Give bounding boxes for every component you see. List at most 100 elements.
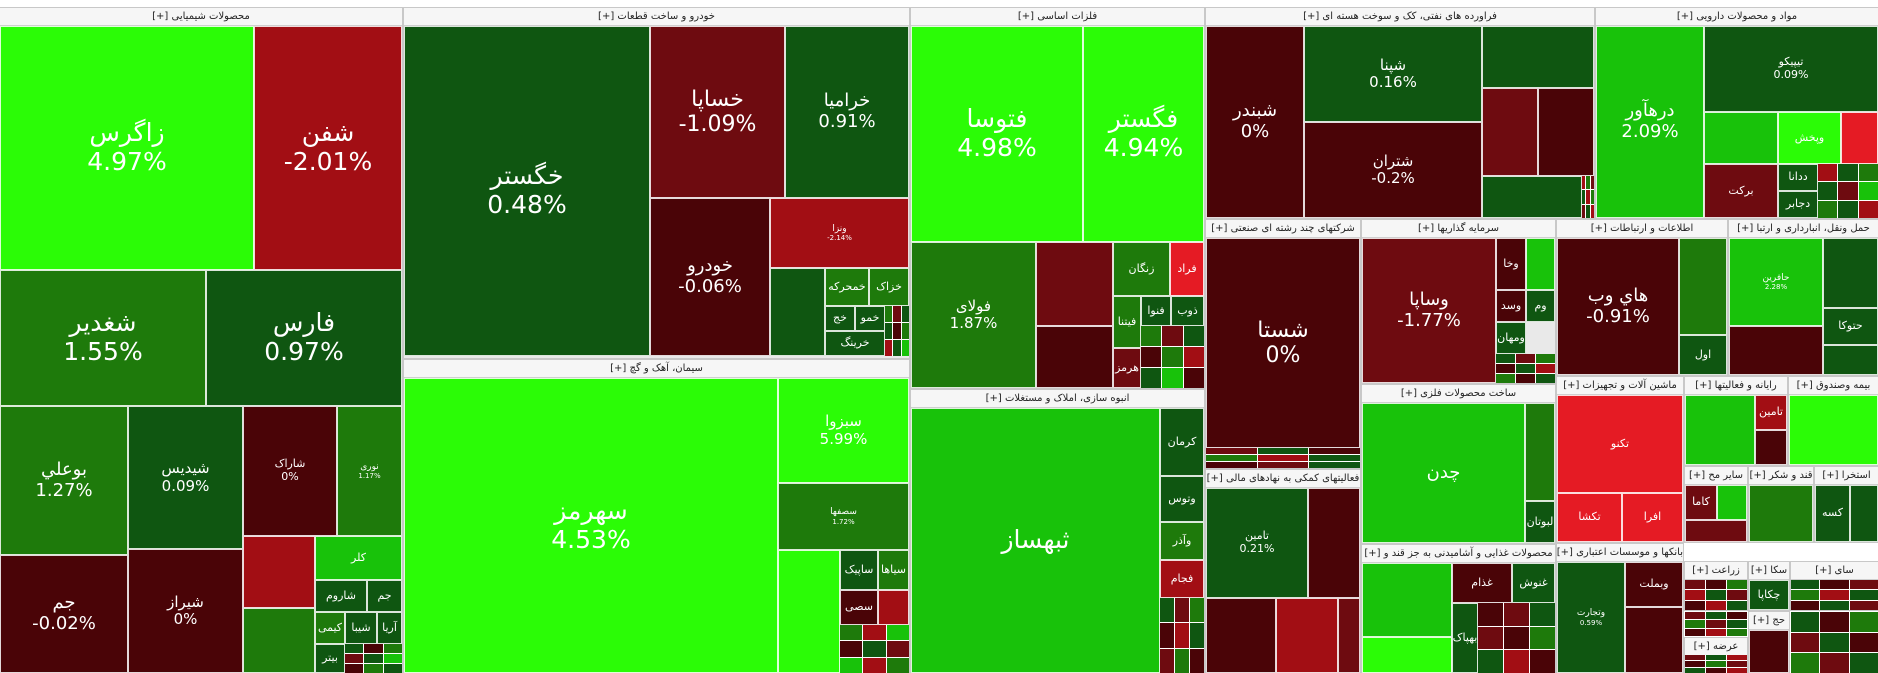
tile-bank-small-1[interactable] (1625, 607, 1683, 673)
tile-fajam[interactable]: چدن (1362, 403, 1525, 543)
sector-header[interactable]: حج [+] (1749, 612, 1789, 630)
tile-khring[interactable]: خرینگ (825, 331, 885, 356)
tile-chadan[interactable]: لبوتان (1525, 501, 1555, 543)
tile-khamhreh[interactable]: خمحرکه (825, 268, 869, 306)
tile-tekshaa[interactable]: افرا (1622, 493, 1683, 542)
tile-eq-small-1[interactable] (1717, 485, 1747, 520)
tile-mining-small-1[interactable] (1850, 485, 1878, 542)
tile-vsapa[interactable]: وساپا -1.77% (1362, 238, 1496, 383)
tile-sharak[interactable]: شاراک 0% (243, 406, 337, 536)
tile-shefan[interactable]: شفن -2.01% (254, 26, 402, 270)
tile-sapik[interactable]: ساپیک (840, 550, 878, 590)
tile-vmhan[interactable]: ومهان (1496, 322, 1526, 354)
tile-vebmellat[interactable]: وبملت (1625, 562, 1683, 607)
tile-behpak[interactable]: بهپاک (1452, 603, 1478, 673)
tile-kaseh[interactable]: چکاپا (1749, 580, 1789, 610)
tile-cement-small-2[interactable] (878, 590, 909, 625)
tile-jam2[interactable]: جم (367, 580, 402, 612)
tile-auto-small-1[interactable] (770, 268, 825, 356)
tile-trans-small-2[interactable] (1729, 326, 1823, 375)
tile-fin-small-3[interactable] (1276, 598, 1338, 673)
sector-header[interactable]: سیمان، آهک و گچ [+] (404, 360, 909, 378)
tile-metal-small-2[interactable] (1036, 326, 1113, 388)
tile-fars[interactable]: فارس 0.97% (206, 270, 402, 406)
tile-fetna[interactable]: فیتنا (1113, 296, 1141, 348)
tile-sabzwa[interactable]: سبزوا 5.99% (778, 378, 909, 483)
tile-tabhsaz[interactable]: کرمان (1160, 408, 1204, 476)
tile-hormoz[interactable]: هرمز (1113, 348, 1141, 388)
sector-header[interactable]: شرکتهای چند رشته ای صنعتی [+] (1206, 220, 1360, 238)
tile-kama[interactable]: کسه (1815, 485, 1850, 542)
tile-food-small-1[interactable] (1362, 563, 1452, 637)
tile-afra[interactable]: تامین (1755, 395, 1787, 430)
tile-lobutan[interactable]: تکنو (1557, 395, 1683, 493)
tile-khegostar[interactable]: خگستر 0.48% (404, 26, 650, 356)
tile-tel-small-1[interactable] (1679, 238, 1727, 335)
tile-khramia[interactable]: خرامیا 0.91% (785, 26, 909, 198)
tile-kala[interactable]: کلر (315, 536, 402, 580)
tile-trans-small-3[interactable] (1823, 345, 1878, 375)
tile-ghaza[interactable]: غذام (1452, 563, 1512, 603)
tile-fulai[interactable]: فولای 1.87% (911, 242, 1036, 388)
sector-header[interactable]: استخرا [+] (1815, 467, 1878, 485)
tile-darhavar[interactable]: درهآور 2.09% (1596, 26, 1704, 218)
sector-header[interactable]: زراعت [+] (1685, 562, 1747, 580)
tile-tatus[interactable]: وآذر (1160, 522, 1204, 560)
sector-header[interactable]: سکا [+] (1749, 562, 1789, 580)
tile-chekapa[interactable] (1749, 630, 1789, 673)
tile-haiweb[interactable]: هاي وب -0.91% (1557, 238, 1679, 375)
tile-vkha[interactable]: وخا (1496, 238, 1526, 290)
tile-shepna[interactable]: شپنا 0.16% (1304, 26, 1482, 122)
tile-chem-small-2[interactable] (243, 608, 315, 673)
sector-header[interactable]: فلزات اساسی [+] (911, 8, 1204, 26)
tile-vezna[interactable]: ونزا -2.14% (770, 198, 909, 268)
tile-buali[interactable]: بوعلي 1.27% (0, 406, 128, 555)
tile-sesta[interactable]: شستا 0% (1206, 238, 1360, 448)
tile-barakat[interactable]: برکت (1704, 164, 1778, 218)
tile-zob[interactable]: ذوب (1171, 296, 1204, 326)
tile-sharoom[interactable]: شاروم (315, 580, 367, 612)
tile-trans-small-1[interactable] (1823, 238, 1878, 308)
tile-fin-small-4[interactable] (1338, 598, 1360, 673)
tile-sesfaha[interactable]: سصفها 1.72% (778, 483, 909, 550)
tile-fin-small-1[interactable] (1308, 488, 1360, 598)
sector-header[interactable]: اطلاعات و ارتباطات [+] (1557, 220, 1727, 238)
tile-shaghdir[interactable]: شغدیر 1.55% (0, 270, 206, 406)
tile-pharma-small-1[interactable] (1704, 112, 1778, 164)
tile-ref-small-3[interactable] (1538, 88, 1594, 176)
tile-vtejarat[interactable]: وتجارت 0.59% (1557, 562, 1625, 673)
tile-danna[interactable]: ددانا (1778, 164, 1818, 191)
tile-shiraz[interactable]: شیراز 0% (128, 549, 243, 673)
tile-sahsa[interactable]: سصی (840, 590, 878, 625)
sector-header[interactable]: سرمایه گذاریها [+] (1362, 220, 1555, 238)
tile-shetran[interactable]: شتران -0.2% (1304, 122, 1482, 218)
tile-pharma-small-2[interactable] (1841, 112, 1878, 164)
tile-shiba[interactable]: شیبا (345, 612, 377, 644)
tile-inv-small-1[interactable] (1526, 238, 1555, 290)
tile-khakmu[interactable]: خمو (855, 306, 885, 331)
tile-siha[interactable]: سیاها (878, 550, 909, 590)
tile-ref-small-2[interactable] (1482, 88, 1538, 176)
tile-vom[interactable]: وم (1526, 290, 1555, 322)
sector-header[interactable]: خودرو و ساخت قطعات [+] (404, 8, 909, 26)
tile-tipco[interactable]: تیپیکو 0.09% (1704, 26, 1878, 112)
tile-nouri[interactable]: نوری 1.17% (337, 406, 402, 536)
tile-forad[interactable]: فراد (1170, 242, 1204, 296)
tile-takno[interactable]: تکشا (1557, 493, 1622, 542)
tile-kaym[interactable]: کیمی (315, 612, 345, 644)
tile-arya[interactable]: آریا (377, 612, 402, 644)
tile-shitar[interactable]: بیتر (315, 644, 345, 673)
sector-header[interactable]: بیمه وصندوق [+] (1789, 377, 1878, 395)
sector-header[interactable]: بانکها و موسسات اعتباری [+] (1557, 544, 1683, 562)
tile-khaj[interactable]: خج (825, 306, 855, 331)
tile-tafars[interactable]: ثبهساز (911, 408, 1160, 673)
tile-jam[interactable]: جم -0.02% (0, 555, 128, 673)
tile-tamin[interactable]: تامین 0.21% (1206, 488, 1308, 598)
sector-header[interactable]: ماشین آلات و تجهیزات [+] (1557, 377, 1683, 395)
tile-chem-small-1[interactable] (243, 536, 315, 608)
tile-fosa[interactable]: فتوسا 4.98% (911, 26, 1083, 242)
sector-header[interactable]: فعالیتهای کمکی به نهادهای مالی [+] (1206, 470, 1360, 488)
sector-header[interactable]: رایانه و فعالیتها [+] (1685, 377, 1787, 395)
tile-shidis[interactable]: شیدیس 0.09% (128, 406, 243, 549)
tile-kerman[interactable]: وتوس (1160, 476, 1204, 522)
